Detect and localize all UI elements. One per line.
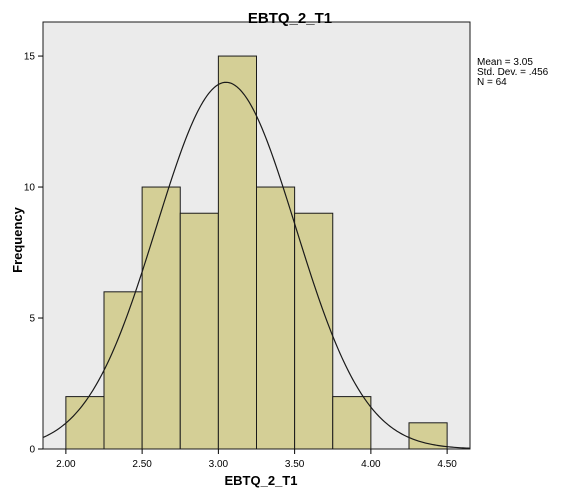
stats-n: N = 64 [477,77,507,88]
x-tick-label: 2.50 [132,459,152,470]
x-axis-label: EBTQ_2_T1 [225,473,298,488]
x-tick-label: 4.50 [437,459,457,470]
stats-box: Mean = 3.05 Std. Dev. = .456 N = 64 [477,57,549,88]
x-tick-label: 2.00 [56,459,76,470]
axes-layer: 0 5 10 15 2.00 2.50 3.00 3.50 4.00 4.50 [24,52,457,470]
x-tick-label: 3.00 [209,459,229,470]
y-tick-label: 5 [29,314,35,325]
y-tick-label: 10 [24,183,36,194]
y-tick-label: 15 [24,52,36,63]
stats-mean: Mean = 3.05 [477,57,533,68]
histogram-bar [256,186,296,450]
histogram-bar [141,186,181,450]
y-axis-label: Frequency [10,206,25,273]
bars-layer [65,55,448,450]
chart-title: EBTQ_2_T1 [248,10,332,27]
y-tick-label: 0 [29,445,35,456]
histogram-bar [332,396,372,450]
histogram-bar [408,422,448,450]
histogram-bar [217,55,257,450]
x-tick-label: 4.00 [361,459,381,470]
x-tick-label: 3.50 [285,459,305,470]
histogram-bar [103,291,143,450]
stats-std-dev: Std. Dev. = .456 [477,67,549,78]
histogram-bar [65,396,105,450]
normal-curve [42,81,471,449]
histogram-bar [179,212,219,450]
histogram-bar [294,212,334,450]
